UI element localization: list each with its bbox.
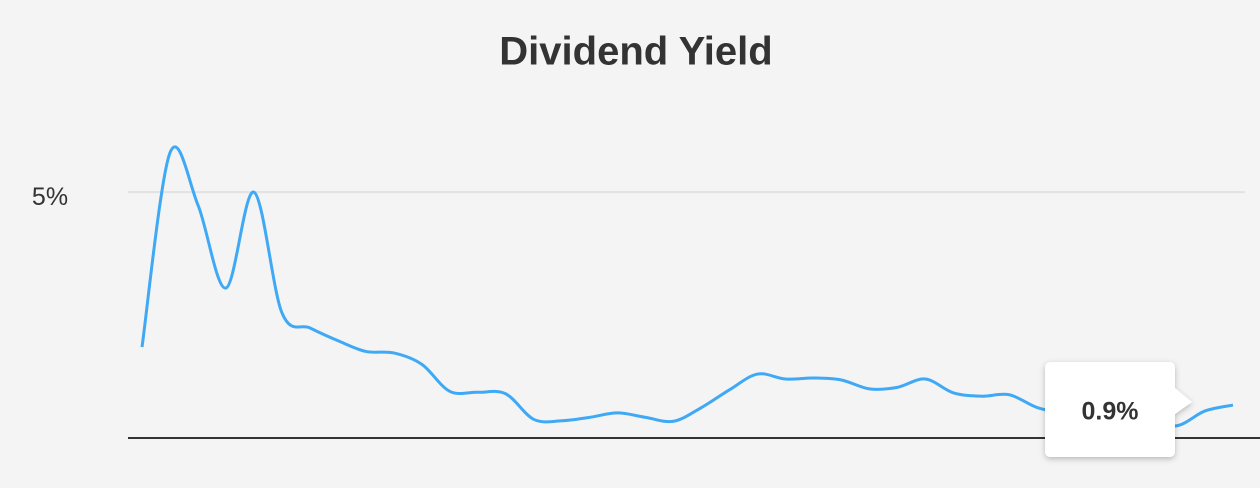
tooltip-box (1045, 362, 1192, 457)
chart-title: Dividend Yield (499, 30, 772, 74)
tooltip (1045, 362, 1192, 457)
data-line (140, 145, 1234, 428)
y-tick-label: 5% (32, 183, 68, 211)
tooltip-label: 0.9% (1082, 398, 1139, 426)
